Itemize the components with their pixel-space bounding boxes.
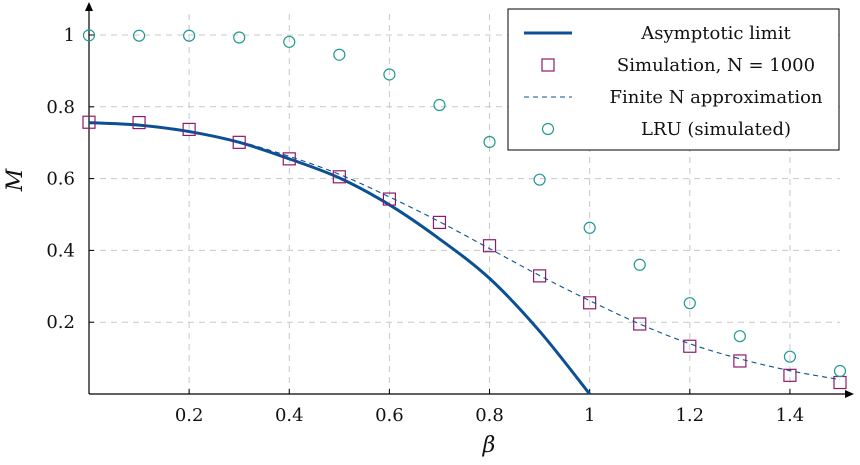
- x-tick-label: 0.8: [475, 405, 504, 426]
- data-point-lru-simulated: [633, 258, 646, 271]
- data-point-lru-simulated: [783, 350, 797, 363]
- legend-label-lru-simulated: LRU (simulated): [641, 119, 791, 140]
- data-point-lru-simulated: [333, 48, 346, 61]
- data-point-lru-simulated: [483, 135, 496, 149]
- y-tick-label: 0.2: [46, 312, 75, 333]
- legend-swatch-lru-simulated: [541, 122, 555, 136]
- y-tick-label: 1: [64, 25, 75, 46]
- data-point-simulation-n-1000: [733, 354, 747, 368]
- legend-label-simulation-n-1000: Simulation, N = 1000: [617, 55, 815, 76]
- data-point-simulation-n-1000: [132, 115, 146, 130]
- data-layer: [82, 29, 847, 395]
- data-point-lru-simulated: [82, 29, 96, 42]
- y-tick-label: 0.6: [46, 169, 75, 190]
- data-point-simulation-n-1000: [82, 115, 96, 129]
- x-tick-label: 1.2: [675, 405, 704, 426]
- x-tick-label: 1.4: [776, 405, 805, 426]
- data-point-lru-simulated: [183, 29, 196, 42]
- data-point-lru-simulated: [433, 98, 446, 112]
- data-point-lru-simulated: [583, 221, 596, 234]
- legend-label-asymptotic-limit: Asymptotic limit: [640, 23, 791, 44]
- data-point-lru-simulated: [733, 330, 746, 343]
- x-tick-label: 1: [584, 405, 595, 426]
- data-point-simulation-n-1000: [683, 339, 697, 353]
- data-point-simulation-n-1000: [833, 375, 847, 390]
- data-point-simulation-n-1000: [432, 215, 447, 229]
- x-tick-label: 0.2: [175, 405, 204, 426]
- series-line-finite-n-approximation: [88, 122, 841, 381]
- data-point-simulation-n-1000: [382, 192, 396, 206]
- data-point-lru-simulated: [132, 29, 146, 42]
- y-axis-label: M: [3, 168, 28, 192]
- x-tick-label: 0.6: [375, 405, 404, 426]
- axes-layer: 0.2 0.4 0.6 0.8 1 1.2 1.4 0.2 0.4 0.6 0.8 1: [46, 2, 854, 426]
- legend-layer: Asymptotic limit Simulation, N = 1000 Fini…: [507, 8, 840, 151]
- legend-label-finite-n-approximation: Finite N approximation: [609, 87, 822, 108]
- data-point-simulation-n-1000: [633, 317, 647, 331]
- x-tick-label: 0.4: [275, 405, 304, 426]
- x-axis-arrow: [845, 390, 854, 398]
- y-axis-arrow: [85, 2, 93, 11]
- data-point-lru-simulated: [233, 31, 246, 44]
- data-point-lru-simulated: [683, 297, 696, 310]
- data-point-simulation-n-1000: [232, 135, 246, 149]
- data-point-simulation-n-1000: [532, 269, 547, 283]
- series-line-asymptotic-limit: [88, 121, 591, 395]
- data-point-lru-simulated: [833, 364, 847, 378]
- y-tick-label: 0.8: [46, 97, 75, 118]
- data-point-simulation-n-1000: [182, 122, 196, 137]
- data-point-lru-simulated: [283, 35, 296, 48]
- data-point-simulation-n-1000: [783, 368, 797, 382]
- y-tick-label: 0.4: [46, 240, 75, 261]
- x-axis-label: β: [482, 433, 496, 458]
- data-point-simulation-n-1000: [583, 296, 597, 310]
- data-point-lru-simulated: [533, 173, 546, 186]
- legend-swatch-simulation-n-1000: [541, 58, 555, 72]
- data-point-lru-simulated: [383, 68, 396, 81]
